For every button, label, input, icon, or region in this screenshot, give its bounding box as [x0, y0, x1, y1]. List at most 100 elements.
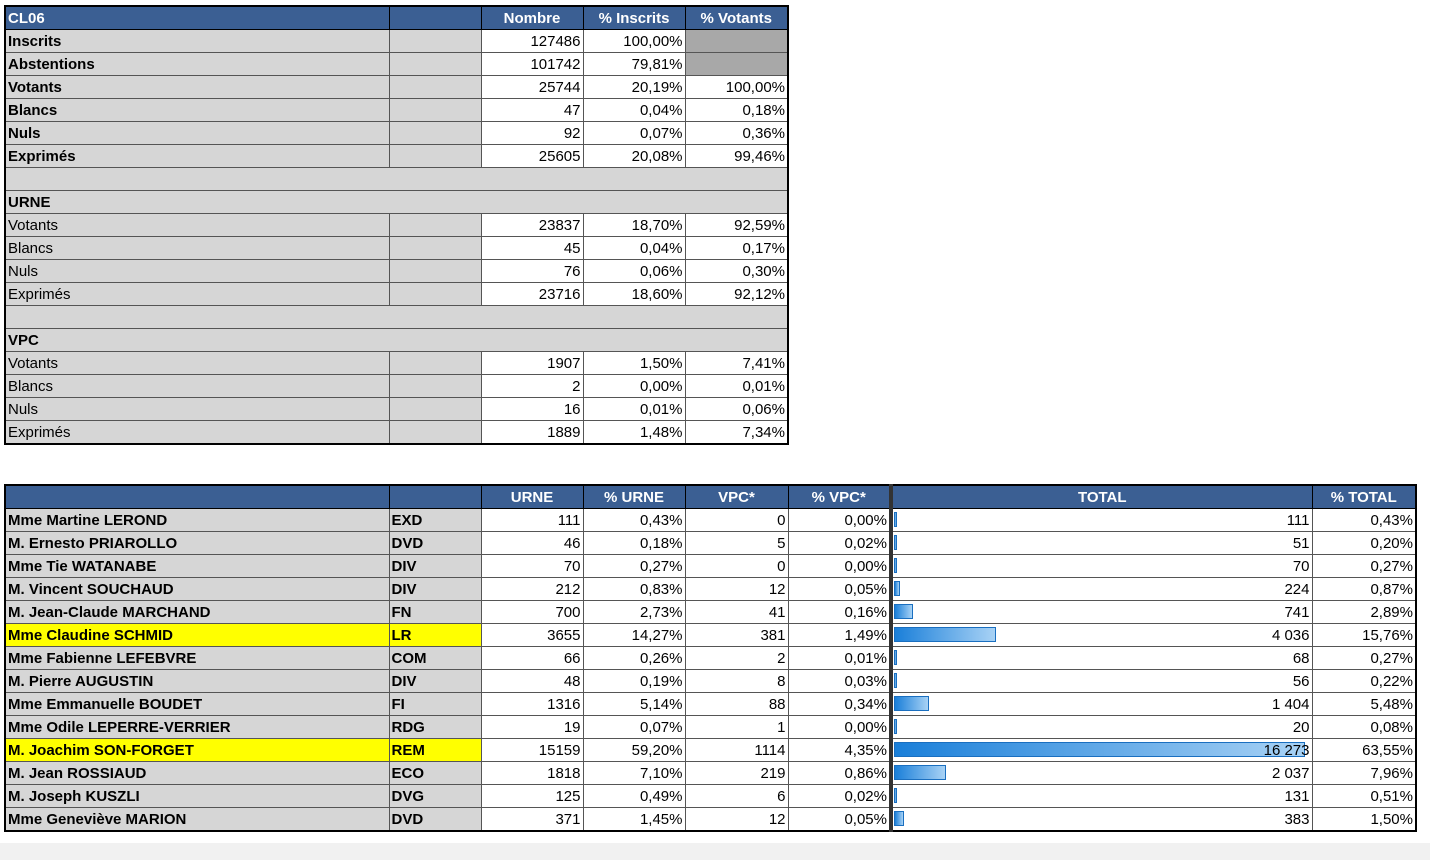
total-cell: 56: [889, 669, 1313, 693]
vpc-votes: 0: [684, 554, 789, 578]
row-nombre: 1889: [480, 420, 584, 445]
row-nombre: 23716: [480, 282, 584, 306]
vpc-pct: 0,02%: [787, 531, 892, 555]
vpc-votes: 12: [684, 807, 789, 832]
row-nombre: 127486: [480, 29, 584, 53]
row-label: Nuls: [4, 397, 390, 421]
total-pct: 1,50%: [1311, 807, 1417, 832]
row-pct-votants: 100,00%: [684, 75, 789, 99]
vpc-pct: 0,00%: [787, 715, 892, 739]
results-header-pct-vpc: % VPC*: [787, 484, 892, 509]
total-cell: 2 037: [889, 761, 1313, 785]
total-votes: 68: [1292, 649, 1310, 667]
total-bar: [895, 696, 929, 711]
summary-table: CL06 Nombre % Inscrits % Votants Inscrit…: [4, 5, 789, 445]
summary-header-nombre: Nombre: [480, 5, 584, 30]
vpc-votes: 2: [684, 646, 789, 670]
summary-row: Abstentions 101742 79,81%: [4, 52, 789, 76]
spacer-cell: [389, 305, 481, 329]
results-header-nuance: [388, 484, 482, 509]
row-blank: [388, 282, 482, 306]
candidate-nuance: REM: [388, 738, 482, 762]
total-pct: 0,51%: [1311, 784, 1417, 808]
spacer-cell: [389, 328, 481, 352]
row-pct-votants: 0,30%: [684, 259, 789, 283]
candidate-nuance: DIV: [388, 669, 482, 693]
candidate-name: M. Jean-Claude MARCHAND: [4, 600, 390, 624]
candidate-nuance: FN: [388, 600, 482, 624]
urne-pct: 0,27%: [582, 554, 686, 578]
row-nombre: 23837: [480, 213, 584, 237]
candidate-nuance: ECO: [388, 761, 482, 785]
candidate-name: M. Joseph KUSZLI: [4, 784, 390, 808]
vpc-pct: 1,49%: [787, 623, 892, 647]
summary-header-pct-votants: % Votants: [684, 5, 789, 30]
urne-votes: 700: [480, 600, 584, 624]
table-row: M. Ernesto PRIAROLLO DVD 46 0,18% 5 0,02% 51 0,…: [4, 531, 1417, 555]
urne-votes: 46: [480, 531, 584, 555]
row-blank: [388, 397, 482, 421]
total-cell: 111: [889, 508, 1313, 532]
vpc-votes: 88: [684, 692, 789, 716]
row-nombre: 2: [480, 374, 584, 398]
total-cell: 4 036: [889, 623, 1313, 647]
total-pct: 5,48%: [1311, 692, 1417, 716]
total-votes: 16 273: [1263, 741, 1310, 759]
row-blank: [388, 144, 482, 168]
spacer-cell: [685, 305, 789, 329]
results-header-pct-total: % TOTAL: [1311, 484, 1417, 509]
total-votes: 131: [1284, 787, 1310, 805]
vpc-pct: 0,34%: [787, 692, 892, 716]
candidate-nuance: DIV: [388, 554, 482, 578]
total-bar: [895, 627, 996, 642]
row-pct-votants: 99,46%: [684, 144, 789, 168]
urne-pct: 0,26%: [582, 646, 686, 670]
row-pct-inscrits: 20,08%: [582, 144, 686, 168]
candidate-name: Mme Tie WATANABE: [4, 554, 390, 578]
candidate-nuance: DIV: [388, 577, 482, 601]
row-pct-votants: [684, 52, 789, 76]
results-header-candidate: [4, 484, 390, 509]
total-bar: [895, 673, 897, 688]
row-nombre: 45: [480, 236, 584, 260]
row-pct-votants: 0,36%: [684, 121, 789, 145]
spacer-cell: [389, 190, 481, 214]
urne-pct: 0,18%: [582, 531, 686, 555]
section-label: VPC: [4, 328, 389, 352]
vpc-pct: 4,35%: [787, 738, 892, 762]
row-nombre: 25744: [480, 75, 584, 99]
row-pct-inscrits: 1,50%: [582, 351, 686, 375]
total-votes: 4 036: [1271, 626, 1310, 644]
total-pct: 0,27%: [1311, 554, 1417, 578]
total-votes: 51: [1292, 534, 1310, 552]
spacer-cell: [389, 167, 481, 191]
table-row: M. Pierre AUGUSTIN DIV 48 0,19% 8 0,03% 56 0,22…: [4, 669, 1417, 693]
vpc-pct: 0,00%: [787, 554, 892, 578]
row-nombre: 101742: [480, 52, 584, 76]
summary-title: CL06: [4, 5, 390, 30]
urne-votes: 3655: [480, 623, 584, 647]
urne-pct: 59,20%: [582, 738, 686, 762]
row-pct-inscrits: 0,00%: [582, 374, 686, 398]
row-pct-inscrits: 18,60%: [582, 282, 686, 306]
candidate-name: Mme Odile LEPERRE-VERRIER: [4, 715, 390, 739]
row-label: Blancs: [4, 236, 390, 260]
results-header-vpc: VPC*: [684, 484, 789, 509]
vpc-votes: 0: [684, 508, 789, 532]
spacer-cell: [583, 167, 685, 191]
total-cell: 383: [889, 807, 1313, 832]
urne-votes: 111: [480, 508, 584, 532]
table-row: M. Joachim SON-FORGET REM 15159 59,20% 1114 4…: [4, 738, 1417, 762]
summary-row: Inscrits 127486 100,00%: [4, 29, 789, 53]
row-blank: [388, 75, 482, 99]
total-bar: [895, 604, 913, 619]
spacer-cell: [481, 305, 583, 329]
table-row: M. Joseph KUSZLI DVG 125 0,49% 6 0,02% 131 0,51…: [4, 784, 1417, 808]
row-nombre: 76: [480, 259, 584, 283]
table-row: Mme Martine LEROND EXD 111 0,43% 0 0,00% 111 0,…: [4, 508, 1417, 532]
row-pct-inscrits: 100,00%: [582, 29, 686, 53]
total-pct: 0,08%: [1311, 715, 1417, 739]
row-pct-votants: [684, 29, 789, 53]
total-pct: 0,43%: [1311, 508, 1417, 532]
row-pct-inscrits: 0,06%: [582, 259, 686, 283]
